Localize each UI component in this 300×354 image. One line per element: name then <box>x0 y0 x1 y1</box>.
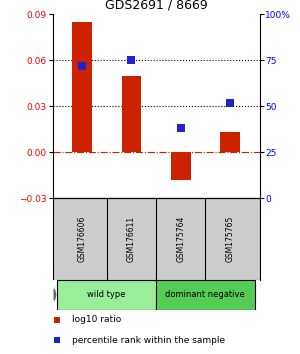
Text: GSM176606: GSM176606 <box>78 216 87 262</box>
Text: GSM176611: GSM176611 <box>127 216 136 262</box>
Text: percentile rank within the sample: percentile rank within the sample <box>71 336 225 345</box>
Text: GSM175765: GSM175765 <box>225 216 234 262</box>
Point <box>227 100 232 105</box>
Title: GDS2691 / 8669: GDS2691 / 8669 <box>105 0 207 12</box>
Point <box>178 125 183 131</box>
Text: log10 ratio: log10 ratio <box>71 315 121 324</box>
Point <box>80 63 85 69</box>
Bar <box>156 280 255 310</box>
Text: dominant negative: dominant negative <box>165 290 245 299</box>
Bar <box>57 280 156 310</box>
Bar <box>72 22 92 152</box>
FancyArrow shape <box>53 286 56 303</box>
Point <box>55 317 59 323</box>
Point <box>55 337 59 343</box>
Bar <box>122 75 141 152</box>
Text: wild type: wild type <box>88 290 126 299</box>
Bar <box>220 132 240 152</box>
Text: GSM175764: GSM175764 <box>176 216 185 262</box>
Point <box>129 57 134 63</box>
Bar <box>171 152 190 180</box>
